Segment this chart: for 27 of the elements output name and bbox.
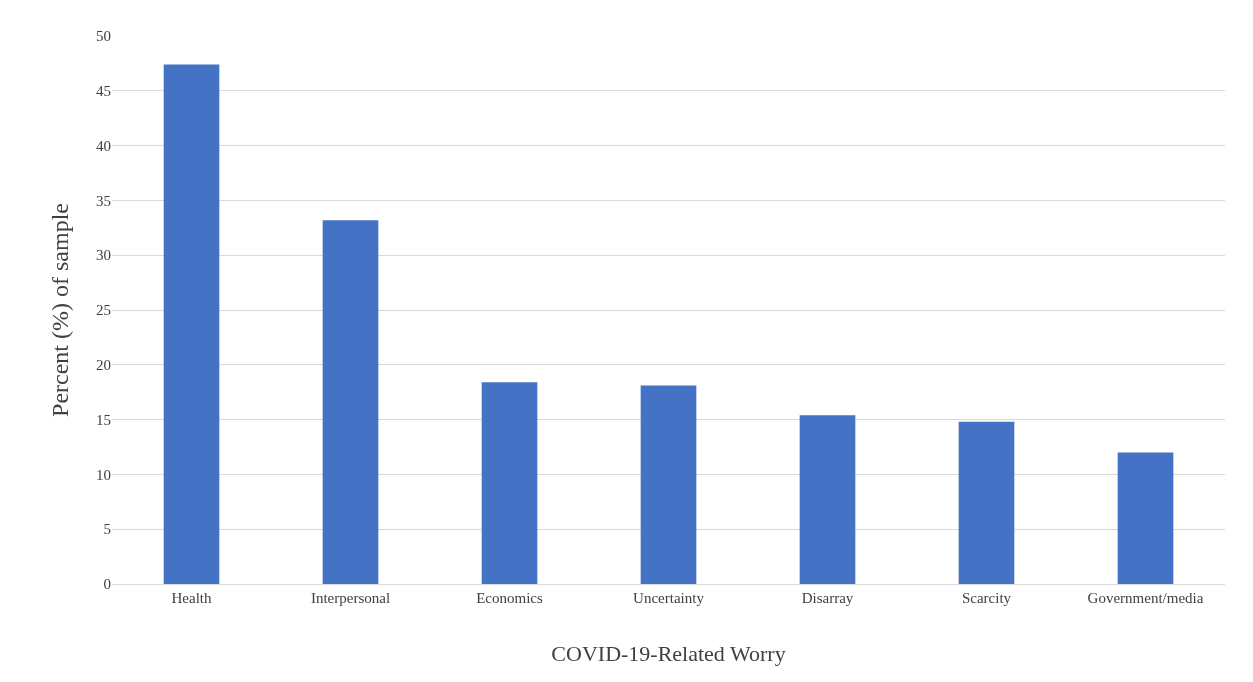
bar bbox=[1117, 452, 1174, 584]
y-tick-label: 5 bbox=[103, 521, 111, 538]
x-tick-label: Health bbox=[171, 590, 212, 606]
x-tick-label: Scarcity bbox=[961, 590, 1012, 606]
y-tick-label: 30 bbox=[96, 247, 111, 264]
y-tick-label: 20 bbox=[96, 357, 111, 374]
y-tick-label: 15 bbox=[96, 411, 111, 428]
y-axis-title: Percent (%) of sample bbox=[47, 203, 74, 417]
bar bbox=[799, 415, 856, 584]
y-tick-label: 45 bbox=[96, 83, 111, 100]
bar bbox=[322, 220, 379, 584]
y-tick-label: 40 bbox=[96, 137, 111, 154]
x-tick-label: Interpersonal bbox=[310, 590, 391, 606]
y-tick-label: 35 bbox=[96, 192, 111, 209]
bar bbox=[163, 64, 220, 584]
x-tick-label: Disarray bbox=[801, 590, 854, 606]
bar bbox=[958, 421, 1015, 584]
y-tick-label: 50 bbox=[96, 28, 111, 45]
bar bbox=[481, 382, 538, 584]
y-tick-label: 10 bbox=[96, 466, 111, 483]
y-tick-label: 25 bbox=[96, 302, 111, 319]
bar bbox=[640, 385, 697, 584]
x-tick-label: Economics bbox=[476, 590, 543, 606]
x-tick-label: Uncertainty bbox=[633, 590, 705, 606]
x-tick-label: Government/media bbox=[1087, 590, 1204, 606]
x-axis-title: COVID-19-Related Worry bbox=[551, 640, 786, 666]
y-tick-label: 0 bbox=[103, 576, 111, 593]
